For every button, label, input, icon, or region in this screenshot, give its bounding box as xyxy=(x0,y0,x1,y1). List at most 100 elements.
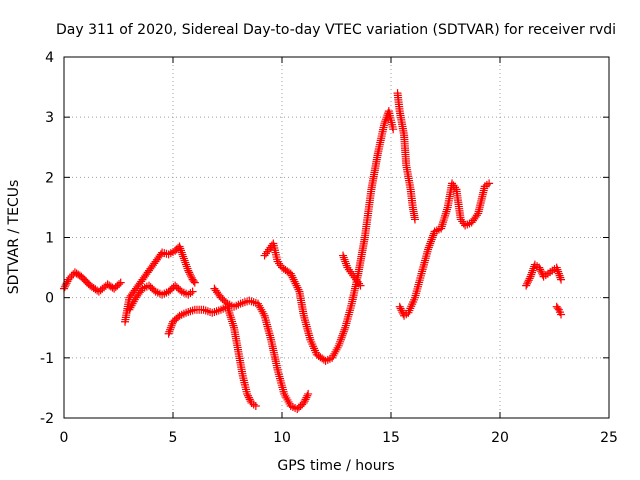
data-point xyxy=(355,279,364,288)
data-point xyxy=(443,205,452,214)
y-tick-label: 2 xyxy=(45,170,54,186)
data-point xyxy=(410,215,419,224)
data-point xyxy=(249,298,258,307)
data-point xyxy=(302,393,311,402)
data-point xyxy=(524,276,533,285)
data-point xyxy=(282,393,291,402)
x-tick-label: 0 xyxy=(60,430,69,446)
data-point xyxy=(552,263,561,272)
data-point xyxy=(397,306,406,315)
data-point xyxy=(182,262,191,271)
data-point xyxy=(179,252,188,261)
data-point xyxy=(342,261,351,270)
data-point xyxy=(245,395,254,404)
axis-ticks xyxy=(63,56,610,419)
data-point xyxy=(339,253,348,262)
data-point xyxy=(179,254,188,263)
data-point xyxy=(177,248,186,257)
data-point xyxy=(424,243,433,252)
data-point xyxy=(426,237,435,246)
data-point xyxy=(116,278,125,287)
data-point xyxy=(553,265,562,274)
data-point xyxy=(330,349,339,358)
series-arc-2 xyxy=(121,242,199,326)
data-point xyxy=(165,327,174,336)
data-point xyxy=(456,215,465,224)
data-point xyxy=(356,281,365,290)
data-point xyxy=(536,265,545,274)
y-tick-labels: -2 -1 0 1 2 3 4 xyxy=(40,50,54,427)
x-tick-label: 20 xyxy=(491,430,509,446)
data-point xyxy=(335,339,344,348)
data-point xyxy=(522,281,531,290)
data-point xyxy=(427,235,436,244)
data-point xyxy=(525,274,534,283)
data-point xyxy=(337,333,346,342)
data-point xyxy=(294,285,303,294)
data-point xyxy=(328,353,337,362)
data-point xyxy=(449,181,458,190)
data-point xyxy=(228,319,237,328)
x-tick-label: 5 xyxy=(169,430,178,446)
data-point xyxy=(523,278,532,287)
grid-lines xyxy=(64,57,609,418)
data-point xyxy=(554,269,563,278)
data-point xyxy=(167,321,176,330)
y-tick-label: 0 xyxy=(45,291,54,307)
series-arc-3 xyxy=(125,281,197,314)
data-point xyxy=(425,241,434,250)
data-point xyxy=(557,275,566,284)
data-point xyxy=(439,216,448,225)
x-axis-label: GPS time / hours xyxy=(277,458,394,474)
data-point xyxy=(243,391,252,400)
data-point xyxy=(178,250,187,259)
data-point xyxy=(288,273,297,282)
data-point xyxy=(127,301,136,310)
data-point xyxy=(260,251,269,260)
data-point xyxy=(186,272,195,281)
data-point xyxy=(304,389,313,398)
data-point xyxy=(181,258,190,267)
data-point xyxy=(176,244,185,253)
data-point xyxy=(442,207,451,216)
data-point xyxy=(115,280,124,289)
data-point xyxy=(190,278,199,287)
data-point xyxy=(528,266,537,275)
data-point xyxy=(228,317,237,326)
data-point xyxy=(380,119,389,128)
data-point xyxy=(389,125,398,134)
data-point xyxy=(291,279,300,288)
data-point xyxy=(275,259,284,268)
data-point xyxy=(256,303,265,312)
data-point xyxy=(353,277,362,286)
data-point xyxy=(458,217,467,226)
data-point xyxy=(67,272,76,281)
data-point xyxy=(381,115,390,124)
data-point xyxy=(426,239,435,248)
data-point xyxy=(184,266,193,275)
data-point xyxy=(352,275,361,284)
series-arc-10 xyxy=(522,260,566,290)
data-point xyxy=(254,299,263,308)
data-point xyxy=(166,323,175,332)
data-point xyxy=(338,331,347,340)
data-point xyxy=(340,325,349,334)
data-point xyxy=(336,337,345,346)
data-point xyxy=(428,233,437,242)
data-point xyxy=(186,289,195,298)
y-tick-label: -2 xyxy=(40,411,54,427)
data-point xyxy=(182,260,191,269)
data-point xyxy=(350,273,359,282)
series-arc-7 xyxy=(339,251,365,290)
series-arc-8 xyxy=(393,89,419,224)
data-point xyxy=(340,255,349,264)
data-point xyxy=(226,313,235,322)
y-tick-label: 1 xyxy=(45,231,54,247)
data-point xyxy=(485,179,494,188)
data-point xyxy=(283,395,292,404)
data-point xyxy=(251,401,260,410)
data-point xyxy=(187,273,196,282)
y-tick-label: 3 xyxy=(45,110,54,126)
data-point xyxy=(441,209,450,218)
data-point xyxy=(554,267,563,276)
